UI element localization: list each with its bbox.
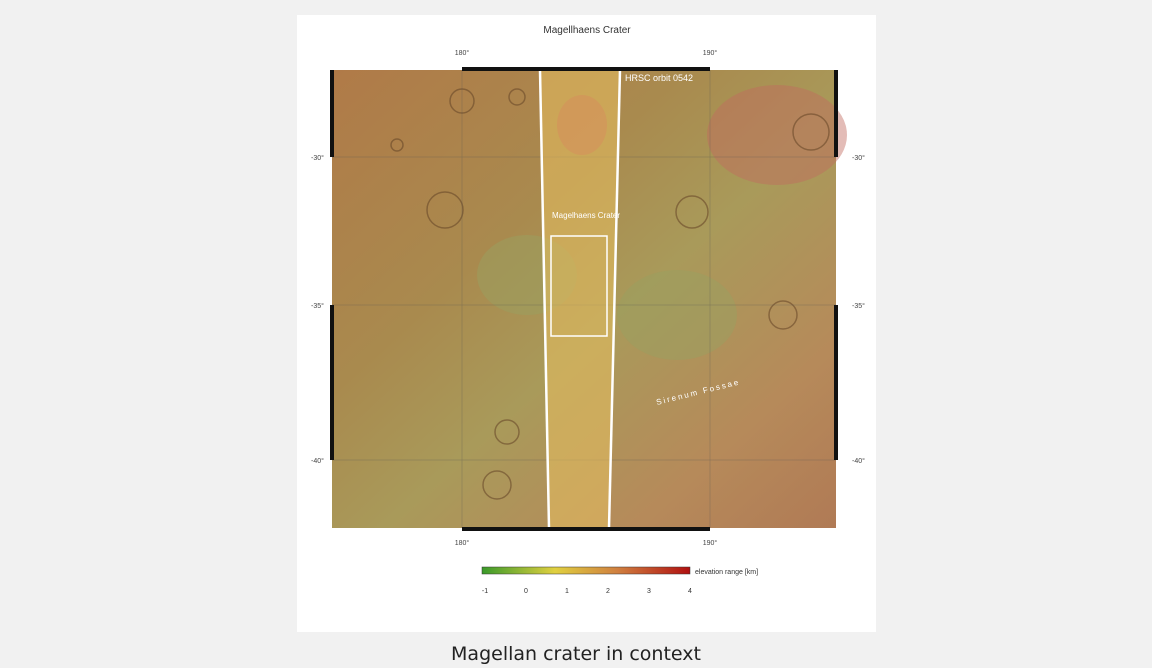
latitude-label: -40°	[311, 457, 324, 465]
latitude-label: -30°	[852, 154, 865, 162]
annotation: Magelhaens Crater	[552, 211, 620, 220]
latitude-label: -40°	[852, 457, 865, 465]
caption: Magellan crater in context	[0, 643, 1152, 665]
legend-tick: 0	[524, 588, 528, 595]
legend-tick: 4	[688, 588, 692, 595]
latitude-label: -35°	[852, 302, 865, 310]
map-image: Magellhaens Crater 180° 190° 180° 190° -…	[297, 15, 876, 632]
longitude-label: 180°	[455, 49, 470, 57]
longitude-label: 190°	[703, 49, 718, 57]
legend-tick: 3	[647, 588, 651, 595]
latitude-label: -30°	[311, 154, 324, 162]
map-title: Magellhaens Crater	[543, 25, 631, 36]
longitude-label: 190°	[703, 539, 718, 547]
image-frame: Magellhaens Crater 180° 190° 180° 190° -…	[297, 15, 876, 632]
annotation: HRSC orbit 0542	[625, 73, 693, 83]
legend-tick: 1	[565, 588, 569, 595]
legend-bar	[482, 567, 690, 574]
page: Magellhaens Crater 180° 190° 180° 190° -…	[0, 0, 1152, 668]
latitude-label: -35°	[311, 302, 324, 310]
legend-tick: 2	[606, 588, 610, 595]
longitude-label: 180°	[455, 539, 470, 547]
legend-title: elevation range [km]	[695, 569, 758, 576]
legend-tick: -1	[482, 588, 488, 595]
